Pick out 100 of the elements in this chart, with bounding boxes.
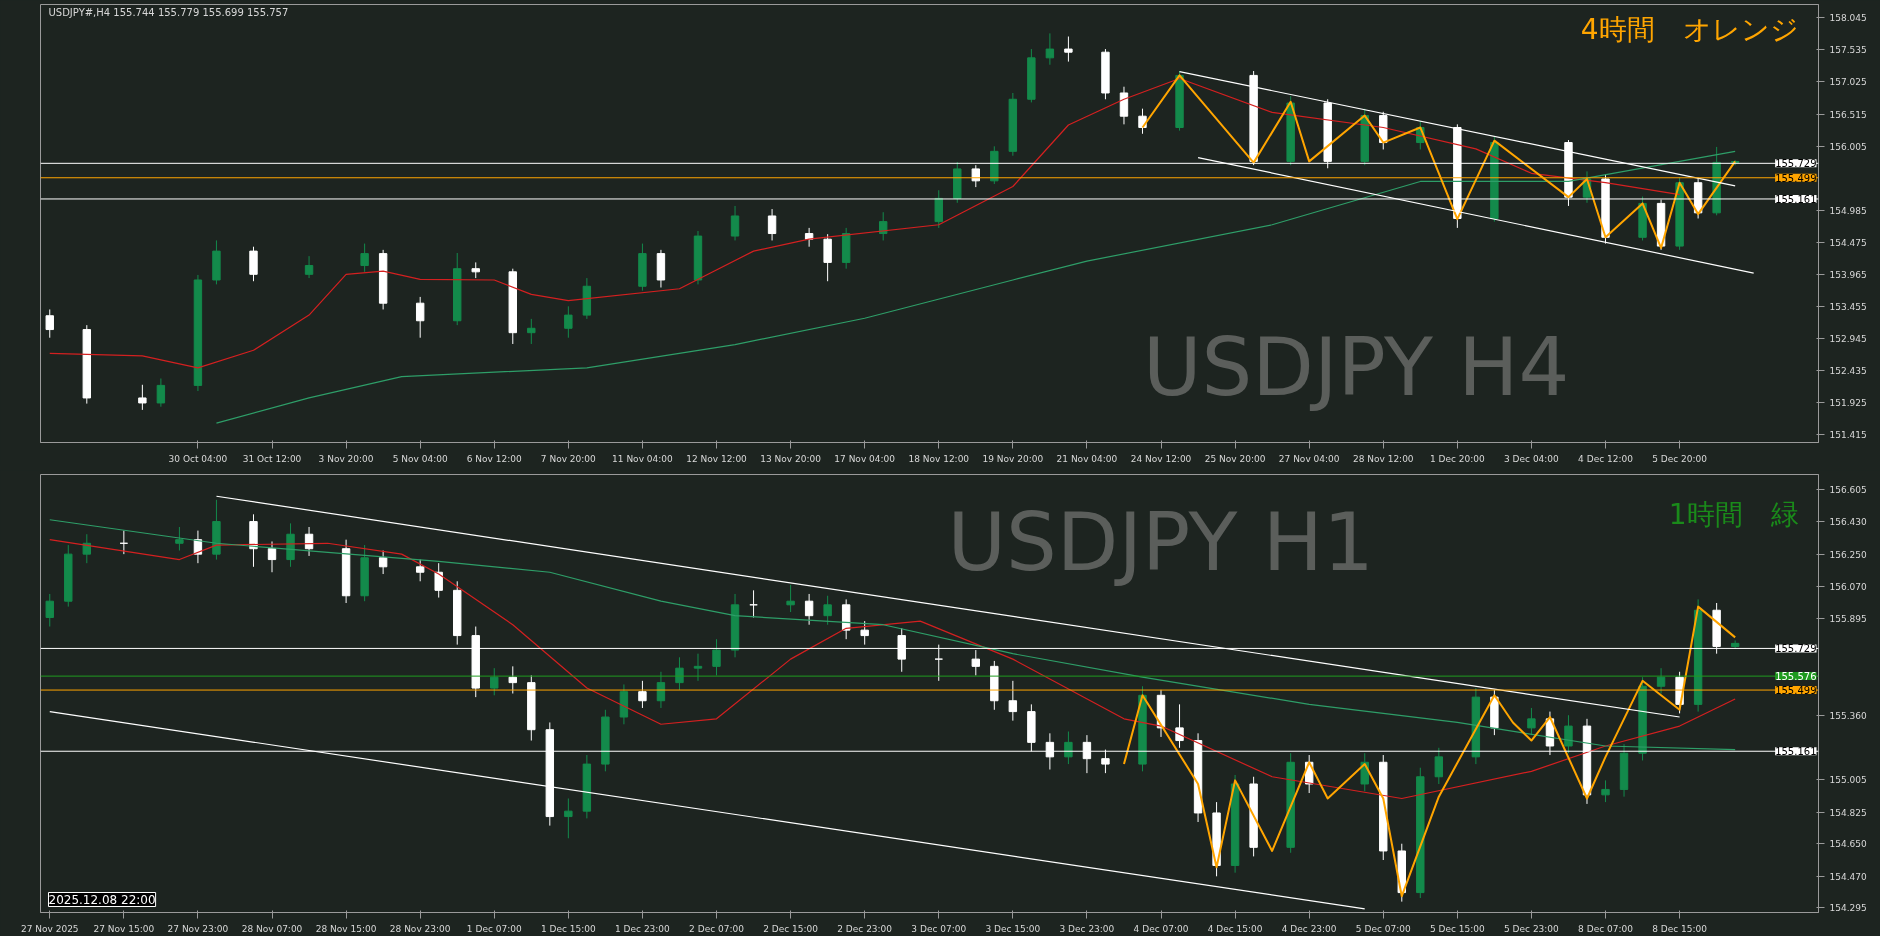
candlestick <box>1527 707 1536 736</box>
candlestick <box>360 243 369 273</box>
annotation: 4時間 オレンジ <box>1580 12 1799 46</box>
y-tick-label: 156.605 <box>1829 485 1867 496</box>
x-tick-label: 2 Dec 23:00 <box>837 923 893 934</box>
candlestick <box>1656 667 1666 694</box>
candlestick <box>508 665 517 694</box>
x-tick-label: 17 Nov 04:00 <box>834 453 896 464</box>
candlestick <box>1175 703 1184 749</box>
x-tick-label: 5 Dec 07:00 <box>1355 923 1411 934</box>
x-tick-label: 18 Nov 12:00 <box>908 453 970 464</box>
x-tick-label: 4 Dec 15:00 <box>1207 923 1263 934</box>
candlestick <box>823 595 832 626</box>
x-tick-label: 3 Dec 23:00 <box>1059 923 1115 934</box>
x-tick-label: 30 Oct 04:00 <box>168 453 228 464</box>
ref-line-label: 155.729 <box>1775 158 1817 170</box>
candlestick <box>175 526 184 552</box>
ref-line-label: 155.576 <box>1775 671 1817 683</box>
candlestick <box>564 797 573 839</box>
x-tick-label: 5 Dec 23:00 <box>1504 923 1560 934</box>
x-tick-label: 28 Nov 12:00 <box>1352 453 1414 464</box>
annotation: USDJPY#,H4 155.744 155.779 155.699 155.757 <box>48 6 289 18</box>
candlestick <box>82 533 92 564</box>
candlestick <box>45 308 54 339</box>
y-tick-label: 156.430 <box>1829 517 1867 528</box>
candlestick <box>1064 36 1073 63</box>
x-tick-label: 25 Nov 20:00 <box>1204 453 1266 464</box>
candlestick <box>860 620 869 646</box>
x-tick-label: 6 Nov 12:00 <box>466 453 523 464</box>
x-tick-label: 1 Dec 07:00 <box>466 923 522 934</box>
candlestick <box>1119 86 1129 125</box>
candlestick <box>1434 747 1444 785</box>
candlestick <box>156 377 166 408</box>
x-tick-label: 19 Nov 20:00 <box>982 453 1044 464</box>
y-tick-label: 157.535 <box>1829 45 1867 56</box>
candlestick <box>878 211 888 241</box>
candlestick <box>490 667 499 696</box>
y-tick-label: 156.515 <box>1829 109 1867 120</box>
candlestick <box>304 255 314 279</box>
y-tick-label: 154.650 <box>1829 839 1867 850</box>
x-tick-label: 1 Dec 20:00 <box>1429 453 1486 464</box>
y-tick-label: 156.070 <box>1829 582 1867 593</box>
y-tick-label: 151.415 <box>1829 429 1867 440</box>
annotation: 2025.12.08 22:00 <box>48 892 156 907</box>
x-tick-label: 7 Nov 20:00 <box>540 453 597 464</box>
ref-line-label: 155.161 <box>1775 746 1817 758</box>
y-tick-label: 154.825 <box>1829 807 1867 818</box>
candlestick <box>1601 779 1610 803</box>
candlestick <box>767 208 777 241</box>
x-tick-label: 5 Dec 20:00 <box>1652 453 1708 464</box>
annotation: USDJPY H1 <box>947 496 1374 590</box>
candlestick <box>378 550 388 575</box>
candlestick <box>434 562 443 599</box>
candlestick <box>527 318 536 345</box>
y-tick-label: 154.470 <box>1829 871 1867 882</box>
candlestick <box>267 540 277 573</box>
x-tick-label: 3 Dec 07:00 <box>911 923 967 934</box>
x-tick-label: 28 Nov 23:00 <box>389 923 451 934</box>
candlestick <box>1045 32 1055 66</box>
candlestick <box>1064 731 1073 765</box>
y-tick-label: 151.925 <box>1829 397 1867 408</box>
candlestick <box>564 305 573 339</box>
y-tick-label: 156.005 <box>1829 141 1867 152</box>
y-tick-label: 157.025 <box>1829 77 1867 88</box>
candlestick <box>1564 714 1573 754</box>
annotation: 1時間 緑 <box>1668 497 1799 531</box>
x-tick-label: 2 Dec 15:00 <box>763 923 819 934</box>
y-tick-label: 155.895 <box>1829 613 1867 624</box>
y-tick-label: 154.985 <box>1829 205 1867 216</box>
ref-line-label: 155.161 <box>1775 193 1817 205</box>
x-tick-label: 1 Dec 15:00 <box>540 923 597 934</box>
candlestick <box>823 233 832 282</box>
x-tick-label: 1 Dec 23:00 <box>615 923 671 934</box>
y-tick-label: 155.360 <box>1829 710 1867 721</box>
x-tick-label: 28 Nov 15:00 <box>315 923 377 934</box>
x-tick-label: 27 Nov 2025 <box>20 923 79 934</box>
x-tick-label: 4 Dec 12:00 <box>1578 453 1634 464</box>
candlestick <box>804 593 814 626</box>
candlestick <box>693 653 703 682</box>
x-tick-label: 8 Dec 07:00 <box>1578 923 1634 934</box>
x-tick-label: 13 Nov 20:00 <box>760 453 822 464</box>
x-tick-label: 27 Nov 04:00 <box>1278 453 1340 464</box>
candlestick <box>1138 108 1147 135</box>
x-tick-label: 8 Dec 15:00 <box>1652 923 1708 934</box>
x-tick-label: 4 Dec 23:00 <box>1281 923 1337 934</box>
candlestick <box>1008 680 1018 722</box>
x-tick-label: 3 Nov 20:00 <box>318 453 374 464</box>
x-tick-label: 2 Dec 07:00 <box>689 923 745 934</box>
y-tick-label: 154.475 <box>1829 237 1867 248</box>
x-tick-label: 5 Nov 04:00 <box>392 453 448 464</box>
y-tick-label: 153.455 <box>1829 301 1867 312</box>
candlestick <box>45 593 54 628</box>
x-tick-label: 21 Nov 04:00 <box>1056 453 1118 464</box>
y-tick-label: 152.435 <box>1829 365 1867 376</box>
y-tick-label: 158.045 <box>1829 13 1867 24</box>
x-tick-label: 11 Nov 04:00 <box>612 453 674 464</box>
y-tick-label: 155.005 <box>1829 774 1867 785</box>
x-tick-label: 3 Dec 15:00 <box>985 923 1041 934</box>
candlestick <box>249 246 258 282</box>
ref-line-label: 155.499 <box>1775 172 1817 184</box>
